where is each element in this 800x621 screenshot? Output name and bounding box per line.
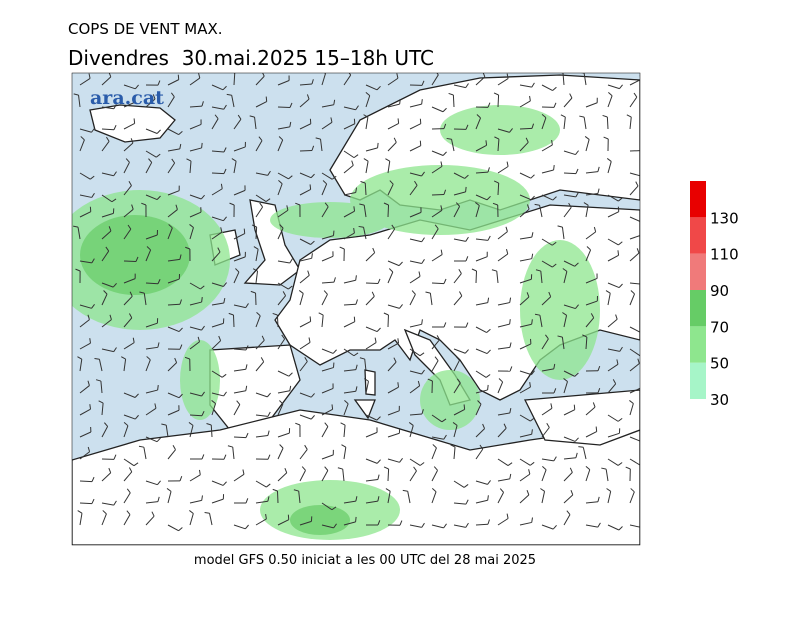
wind-barb-flag [642, 523, 645, 527]
wind-barb-flag [134, 118, 135, 123]
wind-barb-flag [202, 297, 203, 302]
wind-barb [256, 227, 257, 239]
footer: model GFS 0.50 iniciat a les 00 UTC del … [194, 553, 536, 568]
colorbar-label: 70 [710, 318, 729, 336]
wind-barb-flag [356, 275, 357, 280]
wind-barb-flag [641, 218, 645, 222]
wind-barb [277, 491, 278, 503]
wind-barb-flag [90, 338, 91, 343]
wind-barb-flag [642, 280, 644, 284]
wind-barb [498, 183, 499, 195]
wind-barb-flag [90, 404, 91, 409]
colorbar: 30 50 70 90 110 130 [690, 181, 739, 409]
wind-barb-flag [310, 184, 311, 189]
wind-barb-flag [596, 427, 597, 432]
colorbar-segment [690, 254, 706, 290]
wind-barb-flag [422, 99, 423, 104]
wind-barb-flag [464, 404, 465, 409]
wind-barb-flag [488, 385, 489, 390]
logo: ara.cat [90, 87, 164, 109]
wind-barb [564, 173, 576, 174]
colorbar-segment [690, 290, 706, 326]
wind-barb-flag [554, 165, 555, 170]
wind-barb [432, 283, 444, 284]
wind-barb [80, 503, 92, 504]
wind-barb [233, 315, 234, 327]
wind-barb [80, 481, 92, 482]
wind-barb-flag [400, 99, 401, 104]
wind-barb [432, 194, 444, 195]
wind-barb-flag [640, 462, 644, 465]
wind-barb [212, 173, 224, 174]
wind-barb [607, 117, 608, 129]
wind-barb-flag [398, 382, 399, 387]
wind-barb-flag [310, 316, 311, 321]
wind-barb-flag [532, 319, 533, 324]
wind-barb-flag [312, 253, 313, 258]
wind-barb [278, 107, 290, 108]
subtitle: Divendres 30.mai.2025 15–18h UTC [68, 46, 434, 70]
colorbar-segment [690, 181, 706, 217]
wind-barb-flag [422, 319, 423, 324]
wind-barb-flag [640, 353, 644, 356]
wind-barb [234, 437, 246, 438]
wind-barb-flag [486, 140, 487, 145]
wind-barb-flag [398, 118, 399, 123]
wind-barb-flag [641, 329, 645, 332]
wind-barb-flag [642, 172, 645, 176]
colorbar-segment [690, 363, 706, 399]
map [50, 70, 645, 545]
colorbar-label: 30 [710, 391, 729, 409]
wind-barb [388, 469, 389, 481]
wind-barb [498, 95, 499, 107]
colorbar-label: 90 [710, 282, 729, 300]
colorbar-segment [690, 326, 706, 362]
wind-barb-flag [641, 438, 644, 442]
wind-barb-flag [332, 404, 333, 409]
wind-barb-flag [356, 517, 357, 522]
wind-barb [520, 128, 532, 129]
title: COPS DE VENT MAX. [68, 20, 223, 38]
wind-barb [453, 95, 454, 107]
wind-barb-flag [488, 495, 489, 500]
wind-barb-flag [202, 143, 203, 148]
colorbar-segment [690, 217, 706, 253]
wind-barb-flag [642, 146, 644, 151]
wind-barb [476, 271, 477, 283]
wind-barb-flag [618, 250, 619, 255]
wind-barb [277, 315, 278, 327]
colorbar-label: 110 [710, 246, 739, 264]
wind-barb-flag [466, 187, 467, 192]
wind-barb-flag [230, 71, 235, 73]
wind-barb [366, 283, 378, 284]
wind-barb-flag [532, 429, 533, 434]
colorbar-label: 50 [710, 355, 729, 373]
wind-barb-flag [354, 206, 355, 211]
wind-barb [388, 205, 389, 217]
wind-barb-flag [510, 319, 511, 324]
colorbar-label: 130 [710, 209, 739, 227]
wind-barb-flag [378, 143, 379, 148]
wind-barb-flag [158, 385, 159, 390]
wind-barb-flag [398, 338, 399, 343]
